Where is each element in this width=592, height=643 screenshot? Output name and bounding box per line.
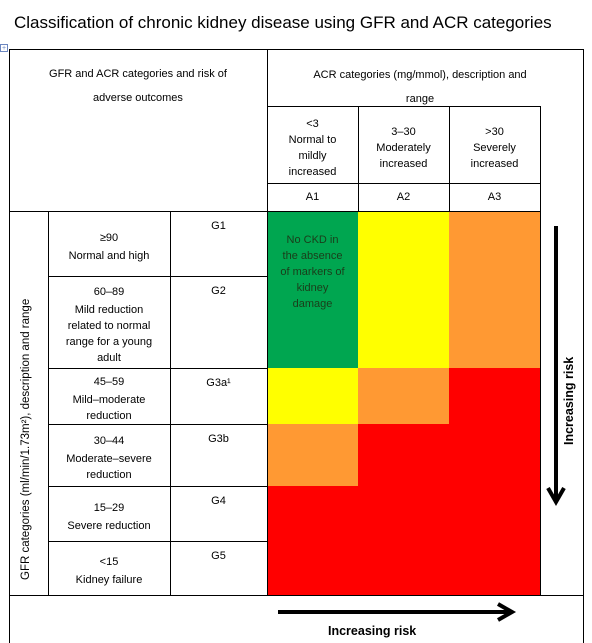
gfr-desc-divider	[170, 211, 171, 595]
gfr-code-G5: G5	[211, 550, 226, 562]
acr-description-line: mildly	[298, 149, 327, 162]
risk-cell-G3b-A2	[358, 424, 449, 486]
gfr-axis-divider	[48, 211, 49, 595]
acr-header-line: range	[405, 93, 435, 105]
gfr-code-G1: G1	[211, 220, 226, 232]
no-ckd-line: the absence	[282, 250, 343, 262]
risk-cell-G1-A3	[449, 211, 540, 276]
gfr-axis-label: GFR categories (ml/min/1.73m²), descript…	[20, 298, 32, 580]
risk-cell-G4-A3	[449, 486, 540, 541]
gfr-row-divider	[48, 486, 267, 487]
gfr-description-line: Mild reduction	[74, 304, 144, 316]
gfr-code-G3a: G3a¹	[206, 377, 231, 389]
gfr-range: 30–44	[93, 435, 125, 447]
gfr-description-line: adult	[97, 352, 121, 364]
risk-cell-G4-A2	[358, 486, 449, 541]
gfr-row-G2-description: 60–89 Mild reduction related to normal rang…	[50, 283, 168, 367]
acr-description-line: Normal to	[288, 133, 337, 146]
risk-cell-G5-A2	[358, 541, 449, 595]
gfr-range: <15	[99, 556, 119, 568]
gfr-description-line: related to normal	[67, 320, 151, 332]
acr-header-divider	[267, 106, 540, 107]
acr-a1-a2-divider	[358, 106, 359, 211]
gfr-code-G2: G2	[211, 285, 226, 297]
risk-cell-G1-A1	[267, 211, 358, 276]
gfr-code-divider	[267, 49, 268, 595]
gfr-description-line: Normal and high	[68, 249, 150, 262]
acr-code-A2: A2	[396, 191, 411, 203]
gfr-row-divider	[48, 276, 267, 277]
acr-range: <3	[306, 117, 319, 130]
gfr-code-G3b: G3b	[208, 433, 229, 445]
risk-cell-G3b-A1	[267, 424, 358, 486]
acr-description-line: Severely	[473, 141, 516, 154]
table-anchor-icon[interactable]: +	[0, 44, 8, 52]
no-ckd-line: of markers of	[280, 266, 345, 278]
gfr-row-G1-description: ≥90 Normal and high	[50, 218, 168, 275]
acr-description-line: increased	[288, 165, 337, 178]
acr-range: >30	[485, 125, 504, 138]
risk-cell-G3b-A3	[449, 424, 540, 486]
acr-a2-a3-divider	[449, 106, 450, 211]
table-border-right	[583, 49, 584, 643]
risk-cell-G1-A2	[358, 211, 449, 276]
acr-description-line: increased	[379, 157, 428, 170]
gfr-row-divider	[48, 424, 267, 425]
acr-header-line: ACR categories (mg/mmol), description an…	[313, 69, 527, 81]
table-border-top	[9, 49, 583, 50]
acr-code-divider	[267, 183, 540, 184]
acr-category-A1: <3 Normal to mildly increased	[267, 113, 358, 182]
gfr-range: 60–89	[93, 286, 125, 298]
gfr-row-G4-description: 15–29 Severe reduction	[50, 493, 168, 540]
acr-range: 3–30	[391, 125, 416, 138]
no-ckd-note: No CKD in the absence of markers of kidney d…	[267, 217, 358, 327]
table-border-left	[9, 49, 10, 643]
risk-cell-G2-A3	[449, 276, 540, 368]
gfr-acr-header: GFR and ACR categories and risk of adver…	[49, 68, 227, 104]
horizontal-risk-arrow-head	[497, 602, 517, 622]
acr-right-divider	[540, 106, 541, 595]
gfr-description-line: reduction	[86, 410, 132, 422]
acr-code-bottom	[267, 211, 540, 212]
risk-cell-G5-A1	[267, 541, 358, 595]
gfr-range: ≥90	[99, 231, 119, 244]
no-ckd-line: damage	[292, 298, 333, 310]
acr-description-line: increased	[470, 157, 519, 170]
gfr-description-line: Mild–moderate	[72, 394, 146, 406]
acr-code-A1: A1	[305, 191, 320, 203]
gfr-description-line: Moderate–severe	[66, 453, 152, 465]
gfr-row-divider	[48, 368, 267, 369]
gfr-range: 45–59	[93, 376, 125, 388]
gfr-row-divider	[48, 541, 267, 542]
risk-cell-G5-A3	[449, 541, 540, 595]
gfr-description-line: range for a young	[65, 336, 153, 348]
acr-description-line: Moderately	[376, 141, 431, 154]
header-bottom-left	[9, 211, 267, 212]
gfr-code-G4: G4	[211, 495, 226, 507]
risk-cell-G2-A2	[358, 276, 449, 368]
risk-cell-G3a-A3	[449, 368, 540, 424]
page-title: Classification of chronic kidney disease…	[14, 13, 552, 32]
risk-cell-G3a-A1	[267, 368, 358, 424]
risk-cell-G4-A1	[267, 486, 358, 541]
no-ckd-line: kidney	[296, 282, 329, 294]
acr-code-A3: A3	[487, 191, 502, 203]
acr-category-A2: 3–30 Moderately increased	[358, 113, 449, 182]
gfr-row-G3b-description: 30–44 Moderate–severe reduction	[50, 431, 168, 485]
gfr-description-line: Kidney failure	[75, 574, 143, 586]
vertical-risk-arrow-head	[546, 487, 566, 507]
acr-category-A3: >30 Severely increased	[449, 113, 540, 182]
risk-cell-G2-A1	[267, 276, 358, 368]
gfr-description-line: Severe reduction	[67, 519, 151, 532]
no-ckd-line: No CKD in	[286, 234, 339, 246]
grid-bottom	[9, 595, 583, 596]
vertical-risk-label: Increasing risk	[562, 356, 576, 445]
gfr-row-G3a-description: 45–59 Mild–moderate reduction	[50, 375, 168, 423]
gfr-description-line: reduction	[86, 469, 132, 481]
acr-categories-header: ACR categories (mg/mmol), description an…	[267, 62, 573, 112]
gfr-range: 15–29	[93, 501, 125, 514]
gfr-row-G5-description: <15 Kidney failure	[50, 548, 168, 594]
risk-cell-G3a-A2	[358, 368, 449, 424]
horizontal-risk-label: Increasing risk	[328, 624, 417, 638]
